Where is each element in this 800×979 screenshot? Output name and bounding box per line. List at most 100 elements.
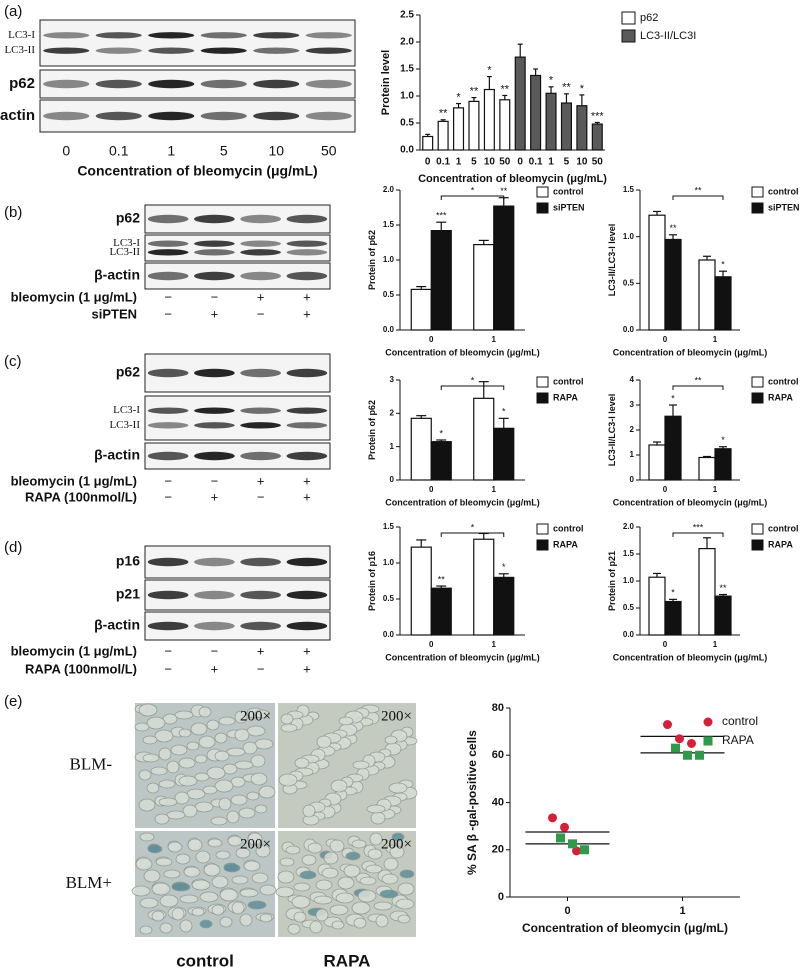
cell	[239, 913, 253, 927]
y-tick-label: 1.5	[383, 220, 395, 229]
comparison-bracket	[672, 532, 724, 537]
point	[580, 845, 589, 855]
cell	[206, 766, 226, 780]
y-tick-label: 80	[492, 702, 504, 714]
cell	[301, 854, 317, 866]
cell	[215, 850, 231, 860]
y-tick-label: 0.5	[623, 278, 635, 287]
blot-band	[194, 621, 235, 631]
blot-band	[240, 557, 281, 567]
cell	[399, 869, 415, 879]
comparison-label: *	[471, 185, 475, 195]
blot-band	[194, 451, 235, 461]
cell	[280, 713, 294, 725]
legend-swatch	[751, 186, 764, 198]
cell	[239, 888, 259, 898]
bar	[698, 259, 716, 331]
blot-band	[240, 368, 281, 378]
cell	[287, 923, 301, 935]
blot-band	[253, 111, 300, 121]
cell	[285, 845, 301, 855]
cell	[158, 779, 176, 789]
blot-row-label: LC3-II	[109, 246, 140, 258]
y-axis-title: % SA β -gal-positive cells	[465, 730, 479, 875]
blot-band	[147, 271, 189, 281]
bar	[430, 230, 452, 331]
bar	[493, 427, 515, 481]
point	[568, 839, 577, 849]
comparison-label: *	[471, 522, 475, 532]
cell	[147, 844, 163, 854]
cell	[226, 747, 246, 757]
bar	[473, 244, 495, 331]
x-axis-title: Concentration of bleomycin (μg/mL)	[613, 348, 768, 358]
blot-band	[43, 79, 90, 89]
cell	[194, 754, 208, 764]
blot-band	[305, 79, 352, 89]
significance-label: **	[719, 583, 727, 593]
bar	[499, 99, 511, 151]
lane-label: 50	[321, 143, 337, 159]
comparison-label: **	[694, 375, 702, 385]
treatment-sign: +	[211, 306, 219, 321]
cell	[187, 838, 203, 852]
cell	[139, 897, 159, 909]
x-tick-label: 0	[564, 905, 570, 917]
point	[671, 743, 680, 753]
lane-label: 10	[268, 143, 284, 159]
x-tick-label: 1	[679, 905, 685, 917]
significance-label: ***	[591, 110, 605, 122]
point	[560, 822, 569, 832]
treatment-sign: −	[257, 489, 265, 504]
cell	[234, 760, 254, 770]
cell	[202, 785, 218, 795]
bar	[473, 538, 495, 636]
cell	[369, 832, 383, 846]
blot-band	[147, 368, 189, 378]
x-tick-label: 1	[713, 485, 718, 494]
cell	[246, 725, 266, 737]
cell	[242, 741, 258, 755]
significance-label: *	[580, 83, 585, 95]
cell	[151, 910, 165, 922]
blot-band	[286, 271, 328, 281]
bar	[473, 397, 495, 481]
comparison-bracket	[440, 195, 505, 200]
legend-label: RAPA	[553, 392, 578, 402]
blot-row-label: p16	[116, 553, 140, 569]
cell	[175, 853, 191, 865]
treatment-sign: −	[164, 289, 172, 304]
treatment-sign: +	[303, 643, 311, 658]
blot-band	[200, 32, 247, 39]
significance-label: *	[721, 260, 725, 270]
blot-row-label: β-actin	[0, 107, 35, 124]
blot-row-label: β-actin	[94, 447, 140, 463]
cell	[170, 744, 188, 756]
cell	[231, 901, 245, 915]
treatment-label: RAPA (100nmol/L)	[25, 489, 137, 504]
blot-frame	[39, 69, 356, 99]
cell	[329, 839, 345, 853]
legend-label: LC3-II/LC3I	[640, 30, 696, 42]
blot-band	[194, 214, 235, 224]
cell	[194, 801, 214, 813]
blot-band	[43, 47, 90, 54]
comparison-label: ***	[693, 522, 704, 532]
cell	[254, 738, 274, 750]
blot-band	[147, 451, 189, 461]
significance-label: *	[671, 588, 675, 598]
panel-label: (c)	[4, 353, 22, 370]
micrograph-row-label: BLM-	[70, 754, 113, 773]
cell	[373, 901, 393, 911]
cell	[250, 772, 268, 786]
cell	[375, 914, 389, 928]
blot-band	[147, 240, 189, 247]
cell	[391, 832, 405, 842]
cell	[143, 869, 161, 883]
bar	[698, 456, 716, 481]
cell	[302, 804, 316, 818]
cell	[211, 875, 229, 889]
blot-band	[95, 111, 142, 121]
cell	[138, 798, 156, 812]
y-tick-label: 1.0	[400, 91, 414, 102]
